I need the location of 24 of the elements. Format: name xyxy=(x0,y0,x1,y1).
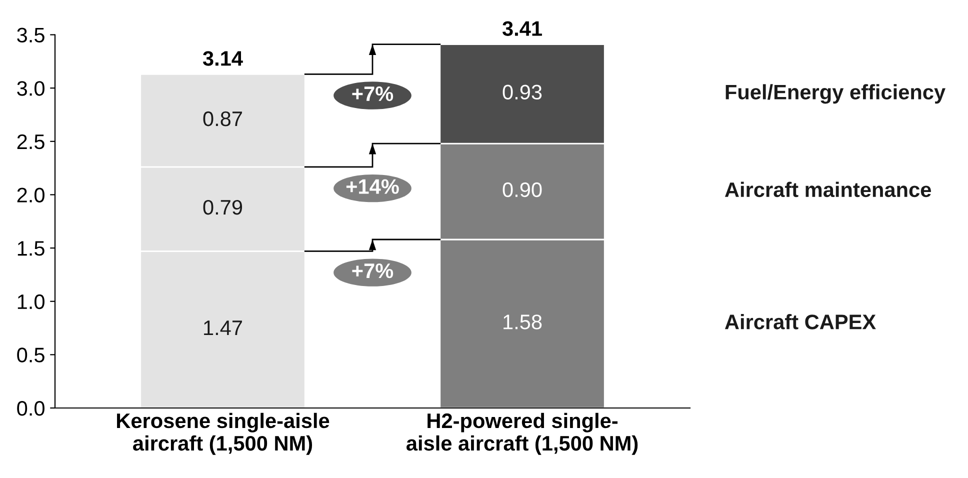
data-label: 0.93 xyxy=(502,84,542,100)
total-label: 3.41 xyxy=(502,21,542,36)
data-label: 0.79 xyxy=(203,200,242,215)
y-tick-label: 2.5 xyxy=(17,134,44,150)
total-label: 3.14 xyxy=(202,51,243,66)
y-tick-label: 3.0 xyxy=(17,81,44,96)
x-tick-label: H2-powered single- aisle aircraft (1,500 NM) xyxy=(406,412,638,455)
data-label: 0.90 xyxy=(502,182,542,198)
y-tick-label: 1.0 xyxy=(18,294,44,310)
y-tick-label: 0.5 xyxy=(17,348,44,362)
text: Aircraft maintenance xyxy=(724,182,931,198)
y-tick-label: 2.0 xyxy=(17,188,44,202)
text: Fuel/Energy efficiency xyxy=(726,84,946,104)
x-tick-label: Kerosene single-aisle aircraft (1,500 NM) xyxy=(117,412,330,455)
data-label: 1.58 xyxy=(504,314,542,330)
annotation: +14% xyxy=(346,179,399,194)
data-label: 1.47 xyxy=(204,320,242,336)
y-tick-label: 0.0 xyxy=(17,401,44,416)
y-tick-label: 3.5 xyxy=(17,28,44,42)
text: Aircraft CAPEX xyxy=(724,314,876,330)
annotation: +7% xyxy=(352,86,394,102)
annotation: +7% xyxy=(352,263,394,278)
y-tick-label: 1.5 xyxy=(18,241,44,256)
data-label: 0.87 xyxy=(203,111,242,126)
